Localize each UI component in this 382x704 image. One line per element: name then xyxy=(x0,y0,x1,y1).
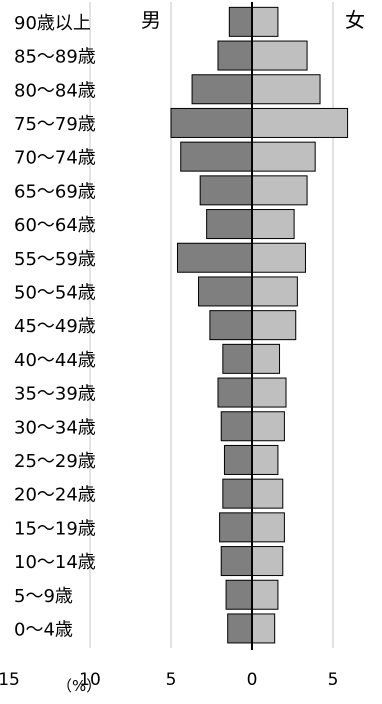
category-label: 30～34歳 xyxy=(14,417,96,438)
x-axis-unit-label: （%） xyxy=(57,677,101,695)
x-tick-label: 10 xyxy=(79,670,101,690)
bar-male xyxy=(219,512,253,543)
category-label: 90歳以上 xyxy=(14,13,91,34)
bar-male xyxy=(206,209,253,240)
bar-male xyxy=(220,411,253,442)
series-label-female: 女 xyxy=(345,8,365,32)
bar-female xyxy=(251,512,285,543)
bar-male xyxy=(170,107,253,138)
category-label: 20～24歳 xyxy=(14,485,96,506)
bar-male xyxy=(223,444,253,475)
category-label: 25～29歳 xyxy=(14,451,96,472)
x-tick-label: 0 xyxy=(247,670,258,690)
category-label: 75～79歳 xyxy=(14,114,96,135)
bar-male xyxy=(198,276,253,307)
bar-male xyxy=(222,343,253,374)
bar-female xyxy=(251,411,285,442)
x-tick-label: 5 xyxy=(166,670,177,690)
bar-male xyxy=(220,546,253,577)
bar-male xyxy=(222,478,253,509)
series-label-male: 男 xyxy=(141,8,161,32)
bar-female xyxy=(251,310,297,341)
bar-female xyxy=(251,377,287,408)
category-label: 60～64歳 xyxy=(14,215,96,236)
category-label: 80～84歳 xyxy=(14,80,96,101)
bar-female xyxy=(251,74,321,105)
bar-male xyxy=(217,377,253,408)
category-label: 45～49歳 xyxy=(14,316,96,337)
bar-female xyxy=(251,343,281,374)
bar-male xyxy=(227,613,253,644)
bar-male xyxy=(228,6,253,37)
bar-male xyxy=(180,141,253,172)
x-tick-label: 5 xyxy=(328,670,339,690)
bar-male xyxy=(199,175,253,206)
bar-female xyxy=(251,613,276,644)
category-label: 0～4歳 xyxy=(14,619,73,640)
bar-male xyxy=(176,242,253,273)
bar-female xyxy=(251,6,279,37)
category-label: 70～74歳 xyxy=(14,148,96,169)
bar-male xyxy=(191,74,253,105)
bar-female xyxy=(251,242,306,273)
category-label: 40～44歳 xyxy=(14,350,96,371)
category-label: 10～14歳 xyxy=(14,552,96,573)
bar-female xyxy=(251,175,308,206)
bar-female xyxy=(251,579,279,610)
bar-female xyxy=(251,107,349,138)
category-label: 15～19歳 xyxy=(14,518,96,539)
category-label: 85～89歳 xyxy=(14,47,96,68)
bar-female xyxy=(251,276,298,307)
bar-female xyxy=(251,209,295,240)
category-label: 35～39歳 xyxy=(14,384,96,405)
bar-layer xyxy=(170,2,349,650)
bar-female xyxy=(251,444,279,475)
category-label: 65～69歳 xyxy=(14,181,96,202)
bar-female xyxy=(251,546,284,577)
label-layer: 90歳以上 85～89歳 80～84歳 75～79歳 70～74歳 65～69歳 60～64… xyxy=(0,13,339,690)
category-label: 50～54歳 xyxy=(14,282,96,303)
bar-male xyxy=(217,40,253,71)
bar-male xyxy=(209,310,253,341)
x-tick-label: 15 xyxy=(0,670,20,690)
bar-female xyxy=(251,478,284,509)
bar-male xyxy=(225,579,253,610)
bar-female xyxy=(251,40,308,71)
category-label: 55～59歳 xyxy=(14,249,96,270)
category-label: 5～9歳 xyxy=(14,586,73,607)
bar-female xyxy=(251,141,316,172)
